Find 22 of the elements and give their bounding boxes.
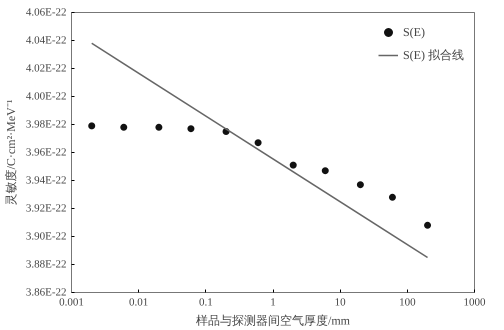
x-tick-label: 1 <box>270 296 276 308</box>
y-tick-label: 4.04E-22 <box>26 34 67 46</box>
legend-label: S(E) <box>403 24 425 40</box>
y-tick-label: 3.88E-22 <box>26 258 67 270</box>
x-tick-label: 1000 <box>464 296 486 308</box>
y-tick-label: 4.06E-22 <box>26 6 67 18</box>
y-tick-label: 3.92E-22 <box>26 202 67 214</box>
y-tick-label: 3.90E-22 <box>26 230 67 242</box>
y-tick-label: 4.02E-22 <box>26 62 67 74</box>
legend-label: S(E) 拟合线 <box>403 46 464 64</box>
y-tick-label: 3.94E-22 <box>26 174 67 186</box>
y-tick-label: 4.00E-22 <box>26 90 67 102</box>
x-tick-label: 10 <box>334 296 346 308</box>
y-tick-label: 3.86E-22 <box>26 286 67 298</box>
x-tick-label: 0.001 <box>59 296 84 308</box>
x-tick-label: 100 <box>399 296 416 308</box>
y-tick-label: 3.98E-22 <box>26 118 67 130</box>
x-tick-label: 0.01 <box>129 296 148 308</box>
y-axis-title: 灵敏度/C·cm²·MeV⁻¹ <box>4 99 18 206</box>
x-tick-label: 0.1 <box>198 296 213 308</box>
y-tick-label: 3.96E-22 <box>26 146 67 158</box>
x-axis-title: 样品与探测器间空气厚度/mm <box>196 314 351 328</box>
